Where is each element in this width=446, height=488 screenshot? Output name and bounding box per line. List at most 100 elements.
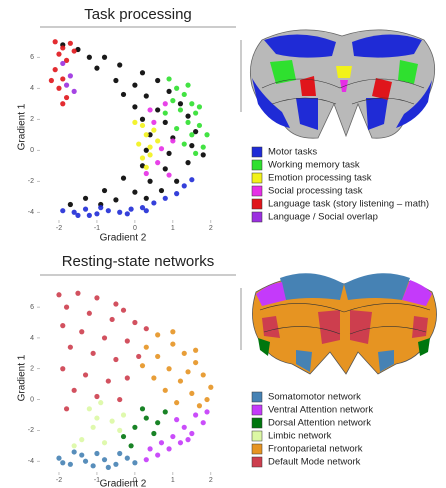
scatter-point <box>113 461 119 467</box>
scatter-point <box>105 208 111 214</box>
scatter-point <box>101 335 108 341</box>
scatter-point <box>166 150 172 156</box>
scatter-point <box>86 406 92 412</box>
scatter-point <box>155 138 161 144</box>
scatter-point <box>185 119 191 125</box>
scatter-point <box>204 132 210 138</box>
legend-swatch <box>251 172 263 184</box>
scatter-point <box>56 455 62 461</box>
scatter-point <box>60 366 66 372</box>
scatter-point <box>90 463 96 469</box>
legend-swatch <box>251 404 263 416</box>
x-axis-label: Gradient 2 <box>100 233 147 244</box>
scatter-point <box>113 301 119 307</box>
scatter-point <box>71 209 77 215</box>
legend-swatch <box>251 211 263 223</box>
scatter-point <box>181 424 187 430</box>
scatter-point <box>101 457 108 463</box>
legend-swatch <box>251 198 263 210</box>
scatter-point <box>193 110 199 116</box>
scatter-point <box>132 119 138 125</box>
scatter-point <box>56 292 62 298</box>
scatter-point <box>155 107 161 113</box>
scatter-point <box>94 211 100 217</box>
scatter-point <box>166 76 172 82</box>
scatter-point <box>177 107 184 113</box>
scatter-point <box>63 406 70 412</box>
scatter-point <box>63 94 70 101</box>
x-tick-label: 0 <box>133 225 137 232</box>
scatter-point <box>82 206 89 212</box>
x-tick-label: -1 <box>94 225 100 232</box>
scatter-point <box>155 353 161 360</box>
scatter-point <box>132 319 138 326</box>
legend-swatch <box>251 185 263 197</box>
scatter-point <box>139 205 146 211</box>
scatter-point <box>60 460 66 466</box>
x-axis-label: Gradient 2 <box>100 479 147 488</box>
scatter-point <box>196 104 203 110</box>
scatter-point <box>124 455 130 461</box>
legend-label: Motor tasks <box>268 147 317 158</box>
scatter-point <box>71 443 77 449</box>
scatter-point <box>196 122 203 129</box>
scatter-point <box>86 54 92 60</box>
scatter-point <box>139 116 146 122</box>
scatter-point <box>147 132 153 138</box>
scatter-point <box>174 400 180 406</box>
scatter-point <box>185 82 191 88</box>
y-tick-label: 6 <box>30 304 34 311</box>
legend-label: Emotion processing task <box>268 173 372 184</box>
scatter-point <box>200 420 206 426</box>
scatter-point <box>189 177 195 183</box>
x-tick-label: 2 <box>209 477 213 484</box>
scatter-point <box>193 129 199 135</box>
scatter-point <box>67 344 73 350</box>
scatter-point <box>79 452 85 458</box>
scatter-point <box>120 175 127 181</box>
x-tick-label: 1 <box>171 225 175 232</box>
scatter-point <box>162 119 168 125</box>
scatter-point <box>105 378 111 384</box>
scatter-point <box>155 332 161 338</box>
legend-label: Working memory task <box>268 160 360 171</box>
scatter-point <box>139 155 146 161</box>
scatter-point <box>71 88 77 94</box>
scatter-point <box>151 119 157 125</box>
scatter-point <box>113 197 119 203</box>
scatter-point <box>181 183 187 189</box>
y-tick-label: 4 <box>30 85 34 92</box>
scatter-point <box>147 152 153 158</box>
y-tick-label: -4 <box>28 209 34 216</box>
scatter-point <box>170 138 176 144</box>
scatter-point <box>101 187 108 194</box>
scatter-point <box>67 40 73 46</box>
scatter-point <box>143 344 149 350</box>
scatter-point <box>155 77 161 84</box>
x-tick-label: -2 <box>56 477 62 484</box>
scatter-point <box>60 60 66 67</box>
y-tick-label: -2 <box>28 178 34 185</box>
scatter-point <box>79 329 85 335</box>
scatter-point <box>166 446 172 452</box>
scatter-point <box>143 147 149 153</box>
y-axis-label: Gradient 1 <box>17 354 28 401</box>
legend-swatch <box>251 391 263 403</box>
scatter-point <box>174 125 180 132</box>
scatter-point <box>94 450 100 457</box>
x-tick-label: -1 <box>94 477 100 484</box>
legend-label: Language task (story listening – math) <box>268 199 429 210</box>
scatter-point <box>124 338 130 344</box>
scatter-point <box>174 178 180 184</box>
scatter-point <box>75 290 81 296</box>
scatter-point <box>117 427 123 433</box>
legend-label: Default Mode network <box>268 457 361 468</box>
scatter-point <box>136 141 142 147</box>
scatter-point <box>193 412 199 418</box>
scatter-point <box>101 54 108 60</box>
scatter-point <box>79 437 85 443</box>
scatter-point <box>120 307 127 313</box>
scatter-point <box>60 76 66 82</box>
scatter-point <box>56 51 62 57</box>
